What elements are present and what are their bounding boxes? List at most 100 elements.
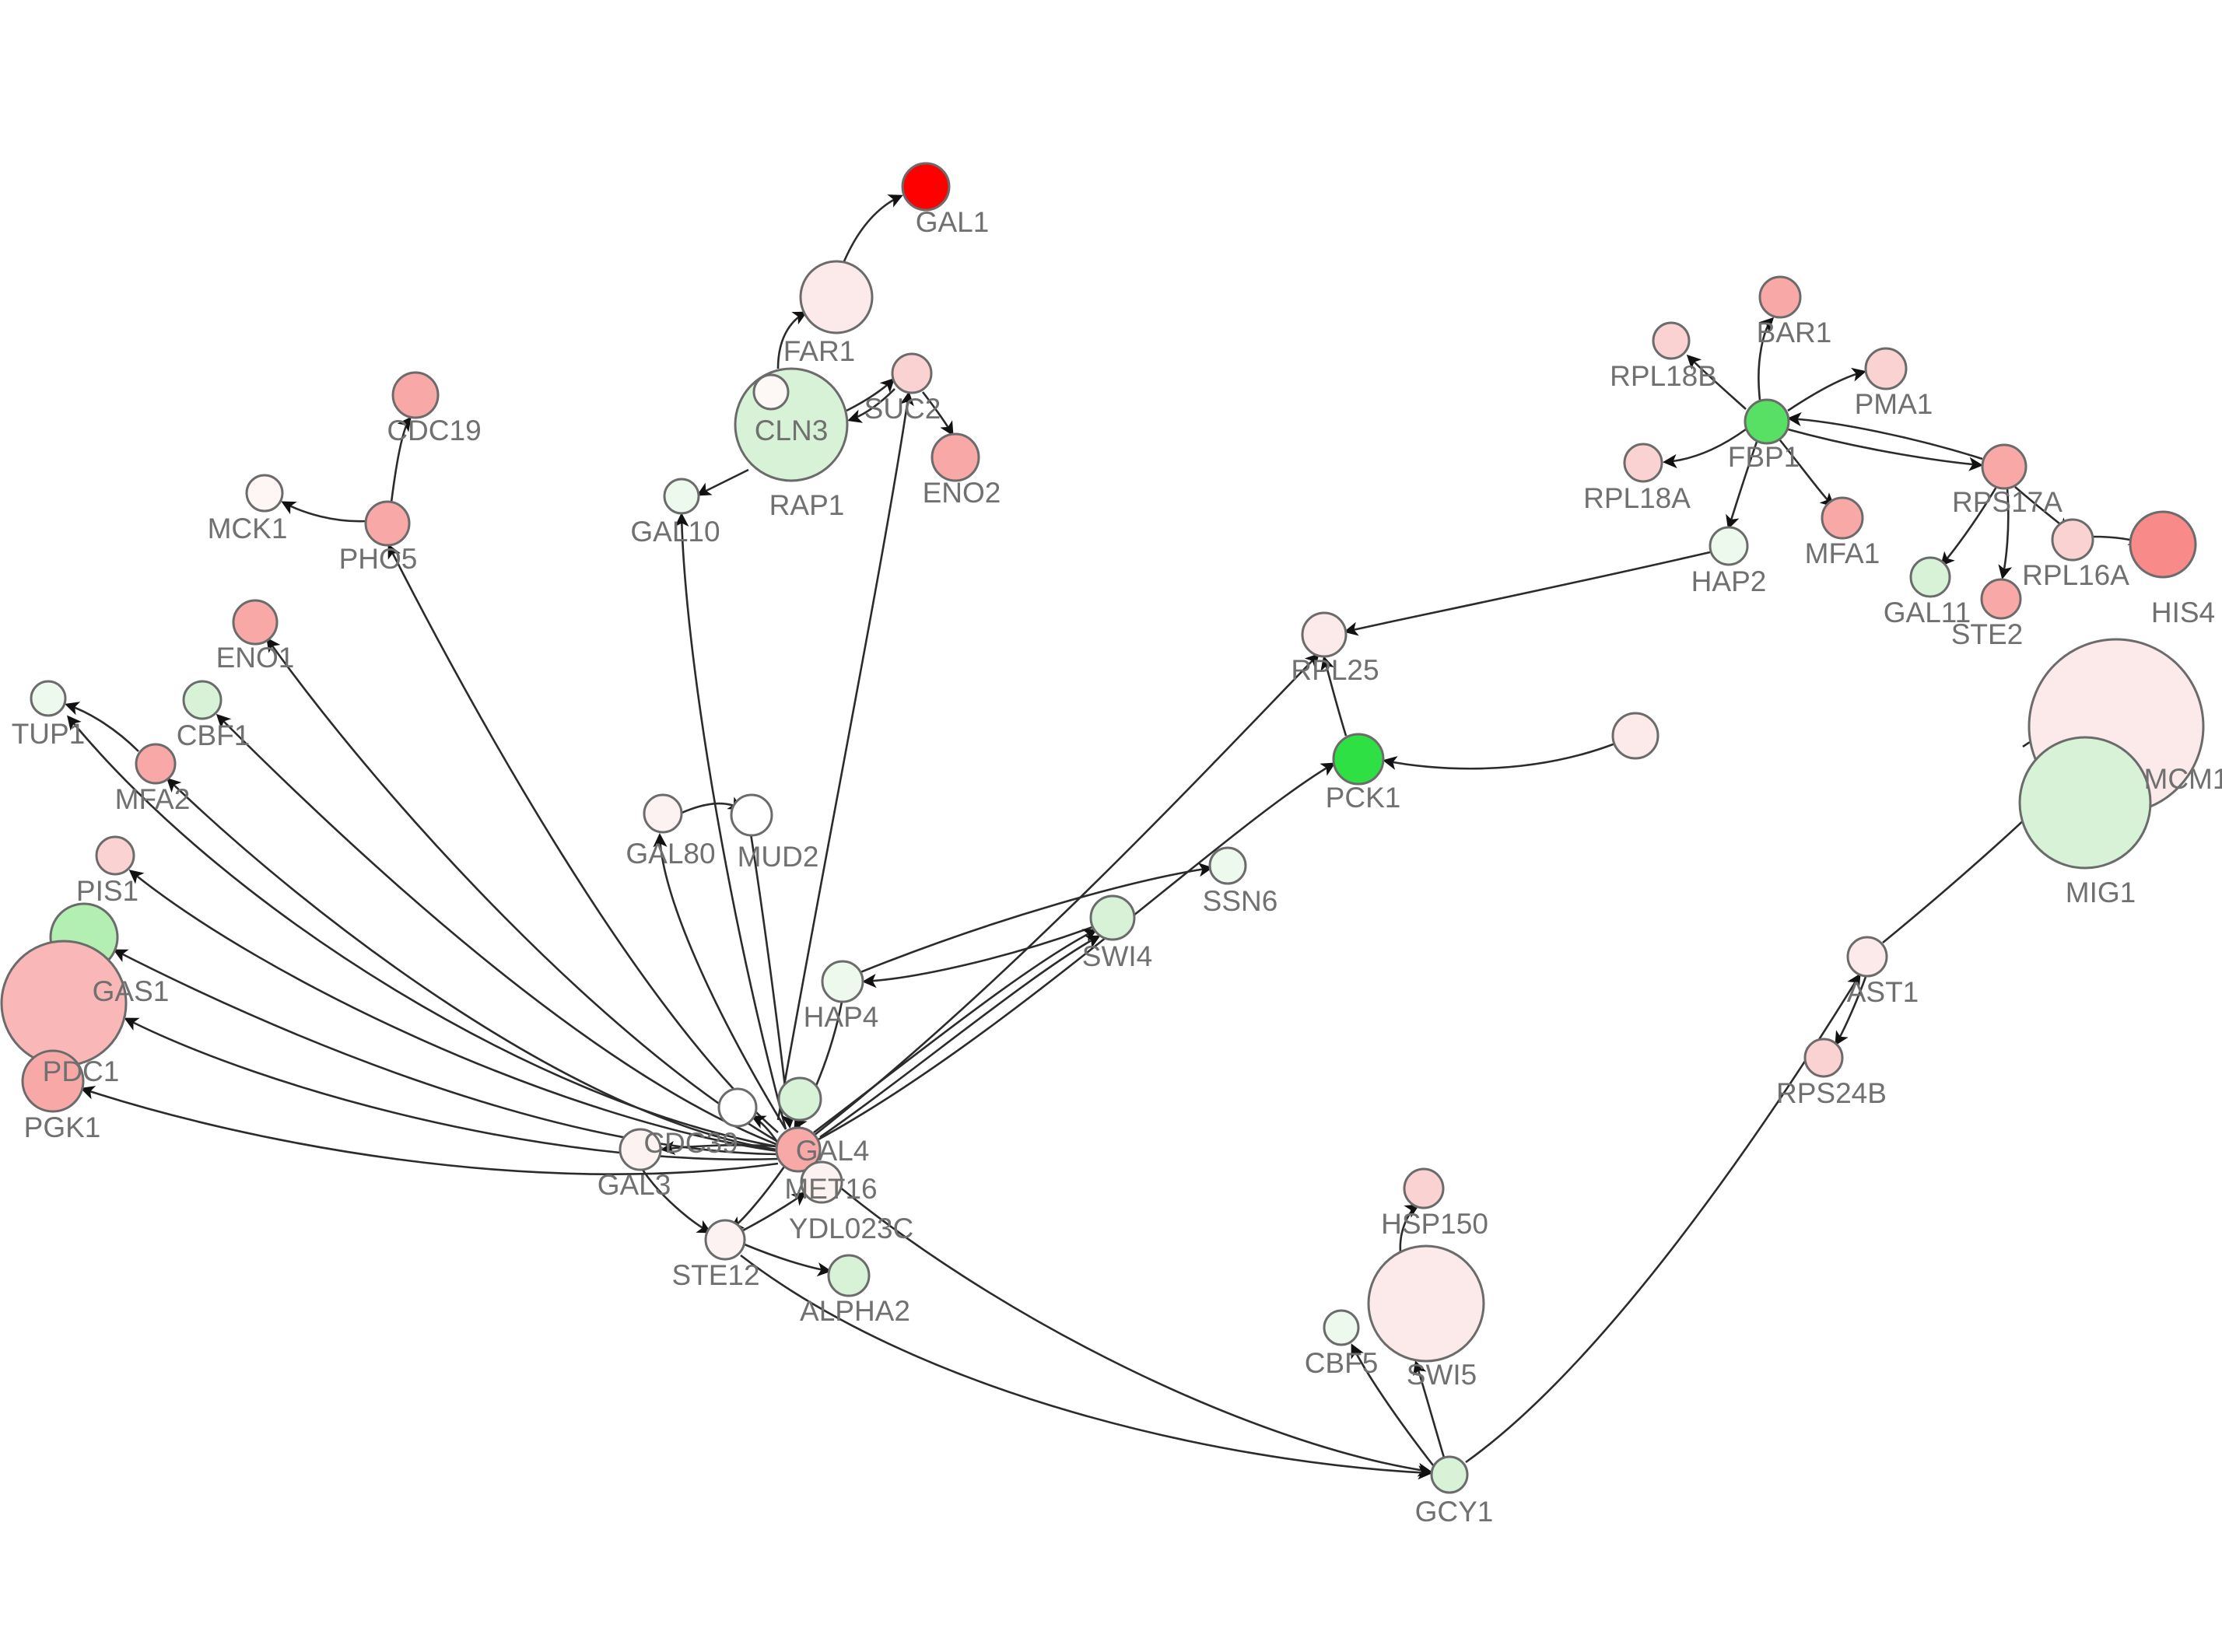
node-label-hap2: HAP2 xyxy=(1691,565,1767,597)
edge-gal4-to-eno1 xyxy=(266,637,779,1143)
node-cdc39[interactable] xyxy=(717,1087,758,1128)
node-label-ssn6: SSN6 xyxy=(1203,885,1278,917)
node-label-mck1: MCK1 xyxy=(208,513,288,544)
node-rpl16a[interactable] xyxy=(2051,518,2094,562)
node-cdc19[interactable] xyxy=(391,371,440,419)
node-pma1[interactable] xyxy=(1864,347,1908,390)
node-swi4[interactable] xyxy=(1089,894,1136,941)
node-unlabeled_1[interactable] xyxy=(1611,712,1659,760)
node-rps17a[interactable] xyxy=(1981,443,2027,490)
node-rpl18b[interactable] xyxy=(1652,321,1691,360)
node-far1[interactable] xyxy=(799,260,874,334)
node-gal4[interactable] xyxy=(775,1126,822,1173)
edge-gcy1-to-ast1 xyxy=(1465,973,1861,1464)
node-label-rpl25: RPL25 xyxy=(1291,654,1379,686)
node-his4[interactable] xyxy=(2129,510,2197,579)
node-ast1[interactable] xyxy=(1846,936,1888,978)
node-gal1[interactable] xyxy=(901,162,951,212)
edge-fbp1-to-rps17a xyxy=(1787,428,1984,471)
edge-gal4-to-gcy1 xyxy=(815,1166,1433,1477)
node-gal3[interactable] xyxy=(619,1128,662,1171)
node-cln3_inner[interactable] xyxy=(752,373,790,411)
edge-gal4-to-gal3 xyxy=(660,1140,779,1155)
edge-pck1-to-rpl25 xyxy=(1320,656,1348,737)
node-label-gcy1: GCY1 xyxy=(1415,1496,1494,1528)
edge-ast1-to-rps24b xyxy=(1835,976,1867,1046)
nodes-layer xyxy=(0,162,2205,1494)
node-label-rpl16a: RPL16A xyxy=(2022,559,2129,591)
node-ssn6[interactable] xyxy=(1208,846,1247,885)
node-tup1[interactable] xyxy=(30,680,67,717)
node-label-pho5: PHO5 xyxy=(339,543,418,575)
edge-ste12-to-gcy1 xyxy=(740,1254,1433,1480)
node-ydl023c[interactable] xyxy=(800,1160,843,1204)
node-label-mud2: MUD2 xyxy=(738,841,819,873)
node-mud2[interactable] xyxy=(730,793,773,837)
node-pis1[interactable] xyxy=(95,835,135,876)
node-hsp150[interactable] xyxy=(1403,1167,1445,1209)
node-hap2[interactable] xyxy=(1709,526,1749,566)
edge-ste12-to-ydl023c xyxy=(742,1192,807,1232)
node-label-fbp1: FBP1 xyxy=(1728,441,1800,473)
edge-cln3-to-suc2 xyxy=(846,377,895,412)
node-cbf5[interactable] xyxy=(1323,1309,1360,1346)
node-label-pdc1: PDC1 xyxy=(43,1055,120,1087)
node-rpl18a[interactable] xyxy=(1623,443,1663,483)
node-rps24b[interactable] xyxy=(1803,1038,1844,1078)
node-ste12[interactable] xyxy=(704,1219,746,1261)
edge-cln3-to-far1 xyxy=(776,311,808,369)
node-label-tup1: TUP1 xyxy=(12,718,86,750)
edge-cln3-to-gal10 xyxy=(696,468,749,496)
node-suc2[interactable] xyxy=(891,352,933,394)
edge-gal4-to-gas1 xyxy=(113,949,779,1156)
edge-gal4-to-pho5 xyxy=(387,544,779,1133)
node-gal11[interactable] xyxy=(1909,556,1951,598)
node-label-ste12: STE12 xyxy=(671,1259,759,1291)
node-label-cbf1: CBF1 xyxy=(177,719,251,751)
edge-far1-to-gal1 xyxy=(843,194,903,262)
node-label-alpha2: ALPHA2 xyxy=(800,1295,910,1327)
node-label-swi5: SWI5 xyxy=(1407,1359,1477,1391)
node-alpha2[interactable] xyxy=(827,1254,871,1297)
node-eno2[interactable] xyxy=(931,432,980,482)
edge-rps17a-to-ste2 xyxy=(1998,488,2013,579)
edge-hap4-to-ssn6 xyxy=(860,863,1214,974)
node-pgk1[interactable] xyxy=(21,1049,85,1113)
node-ste2[interactable] xyxy=(1980,578,2022,620)
node-label-mcm1: MCM1 xyxy=(2144,763,2222,795)
node-gal10[interactable] xyxy=(663,478,700,515)
node-label-met16: MET16 xyxy=(784,1173,877,1205)
node-label-cln3: CLN3 xyxy=(755,415,829,446)
node-pck1[interactable] xyxy=(1332,733,1385,786)
node-eno1[interactable] xyxy=(232,599,279,646)
edge-gal4-to-gal80 xyxy=(653,832,787,1130)
node-label-rps24b: RPS24B xyxy=(1776,1077,1887,1109)
edge-ste12-to-alpha2 xyxy=(744,1243,832,1277)
node-label-suc2: SUC2 xyxy=(864,393,941,425)
node-gcy1[interactable] xyxy=(1430,1455,1469,1494)
node-mfa2[interactable] xyxy=(135,743,177,785)
node-label-gal10: GAL10 xyxy=(630,516,720,548)
node-mig1[interactable] xyxy=(2018,736,2152,870)
node-bar1[interactable] xyxy=(1758,275,1802,319)
node-label-swi4: SWI4 xyxy=(1082,940,1152,972)
edge-mfa2-to-tup1 xyxy=(65,702,139,752)
node-label-cbf5: CBF5 xyxy=(1305,1347,1379,1379)
node-pho5[interactable] xyxy=(364,500,411,547)
node-met16[interactable] xyxy=(777,1076,822,1122)
node-mck1[interactable] xyxy=(245,474,284,513)
edge-pho5-to-cdc19 xyxy=(390,416,412,503)
node-swi5[interactable] xyxy=(1367,1244,1485,1363)
node-fbp1[interactable] xyxy=(1744,398,1790,445)
node-label-hsp150: HSP150 xyxy=(1381,1208,1488,1240)
node-mfa1[interactable] xyxy=(1821,496,1864,540)
node-label-ydl023c: YDL023C xyxy=(789,1213,913,1244)
node-label-gal3: GAL3 xyxy=(598,1169,671,1201)
node-cbf1[interactable] xyxy=(182,680,223,720)
node-gal80[interactable] xyxy=(643,793,683,834)
node-hap4[interactable] xyxy=(821,960,864,1003)
node-label-bar1: BAR1 xyxy=(1757,317,1832,348)
node-label-cdc19: CDC19 xyxy=(387,415,481,446)
node-rpl25[interactable] xyxy=(1301,611,1348,658)
